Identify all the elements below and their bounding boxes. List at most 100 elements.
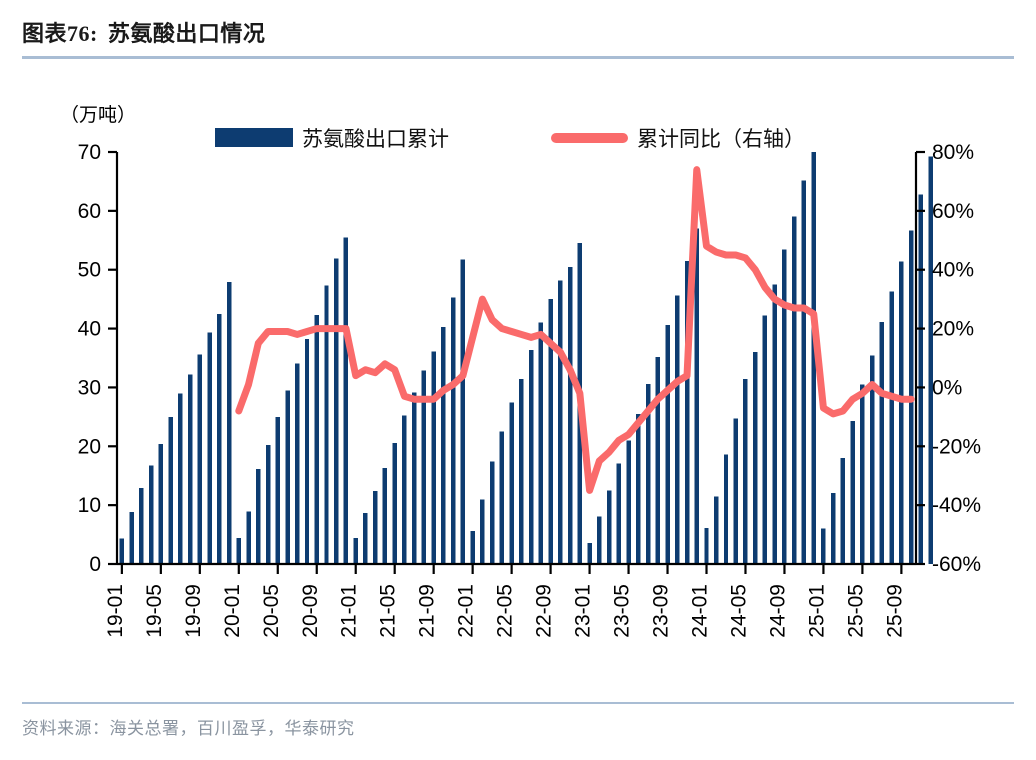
bar-25-08 — [889, 291, 894, 564]
bar-19-03 — [139, 488, 144, 564]
bar-23-11 — [684, 260, 690, 564]
x-axis-tick-20-09: 20-09 — [299, 584, 322, 638]
bar-20-08 — [304, 339, 310, 564]
bar-21-08 — [421, 370, 427, 564]
bar-25-04 — [850, 420, 855, 564]
bar-24-04 — [733, 418, 738, 564]
bar-19-08 — [187, 374, 193, 564]
right-axis-tick-0%: 0% — [932, 376, 962, 399]
bar-23-02 — [597, 516, 602, 564]
header-divider — [22, 56, 1014, 59]
bar-25-06 — [869, 355, 875, 564]
x-axis-tick-22-01: 22-01 — [455, 584, 478, 638]
bar-21-07 — [411, 392, 417, 564]
left-axis-labels: 0 10 20 30 40 50 60 70 — [78, 141, 101, 576]
bar-19-04 — [148, 465, 154, 564]
bar-25-09 — [899, 261, 904, 564]
x-axis-tick-21-05: 21-05 — [377, 584, 400, 638]
right-axis-tick--20%: -20% — [932, 435, 981, 458]
chart-container: （万吨） 苏氨酸出口累计 累计同比（右轴） 0 10 20 30 40 50 60 70 -6… — [0, 76, 1036, 686]
bar-21-10 — [441, 326, 446, 564]
x-axis-tick-19-09: 19-09 — [182, 584, 205, 638]
bar-19-12 — [226, 282, 232, 564]
bar-21-02 — [363, 512, 368, 564]
page-title: 图表76: 苏氨酸出口情况 — [22, 16, 1014, 48]
bar-20-01 — [236, 538, 242, 564]
bar-24-06 — [752, 352, 758, 564]
bar-22-01 — [470, 531, 475, 564]
bar-22-02 — [480, 499, 485, 564]
bar-22-07 — [528, 349, 534, 564]
bar-25-07 — [879, 322, 885, 564]
bar-25-03 — [840, 458, 846, 564]
bar-21-04 — [382, 468, 388, 564]
left-axis-unit-label: （万吨） — [60, 104, 136, 126]
x-axis-tick-23-05: 23-05 — [611, 584, 634, 638]
x-axis-tick-23-09: 23-09 — [650, 584, 673, 638]
bar-24-01 — [704, 528, 709, 564]
bar-23-06 — [636, 413, 641, 564]
left-axis-tick-10: 10 — [78, 494, 101, 517]
bar-23-12 — [694, 228, 699, 564]
bar-undefined — [928, 156, 933, 564]
bar-20-10 — [324, 285, 329, 564]
bar-24-10 — [791, 216, 797, 565]
x-axis-tick-20-01: 20-01 — [221, 584, 244, 638]
bar-19-06 — [168, 416, 173, 564]
bar-20-04 — [265, 445, 271, 564]
figure-title-text: 苏氨酸出口情况 — [107, 21, 266, 46]
x-axis-tick-21-09: 21-09 — [416, 584, 439, 638]
bar-19-11 — [217, 313, 222, 564]
bar-25-02 — [830, 492, 836, 564]
bar-22-03 — [489, 461, 495, 564]
yoy-line-series — [235, 166, 915, 494]
right-axis-labels: -60% -40% -20% 0% 20% 40% 60% 80% — [932, 141, 981, 576]
bar-24-11 — [801, 180, 807, 564]
bar-20-09 — [314, 315, 319, 564]
left-axis-tick-50: 50 — [78, 259, 101, 282]
legend-swatch-line — [551, 133, 628, 143]
bar-20-07 — [295, 363, 300, 564]
bar-25-01 — [821, 528, 826, 564]
right-axis-tick-20%: 20% — [932, 318, 974, 341]
bar-20-12 — [343, 237, 349, 564]
footer-divider — [22, 702, 1014, 704]
bar-21-09 — [431, 351, 436, 564]
bar-24-03 — [723, 454, 729, 564]
bar-24-07 — [762, 315, 768, 564]
bar-20-06 — [285, 390, 290, 564]
x-axis-labels: 19-01 19-05 19-09 20-01 20-05 20-09 21-01 21-05… — [104, 584, 907, 638]
bar-22-09 — [548, 299, 553, 564]
x-axis-tick-25-09: 25-09 — [883, 584, 906, 638]
bar-21-05 — [392, 442, 397, 564]
bar-20-03 — [256, 469, 261, 564]
bar-22-05 — [509, 402, 514, 564]
bar-22-08 — [538, 322, 544, 564]
bar-21-11 — [450, 297, 456, 564]
left-axis-tick-70: 70 — [78, 141, 101, 164]
x-axis-tick-22-05: 22-05 — [494, 584, 517, 638]
left-axis-tick-60: 60 — [78, 200, 101, 223]
bar-20-05 — [275, 416, 281, 564]
bar-19-01 — [119, 538, 125, 564]
x-axis-tick-20-05: 20-05 — [260, 584, 283, 638]
bar-20-11 — [334, 258, 339, 564]
figure-footer: 资料来源：海关总署，百川盈孚，华泰研究 — [22, 702, 1014, 739]
bar-19-09 — [197, 354, 203, 564]
bar-23-01 — [587, 542, 592, 564]
legend-swatch-bar — [215, 128, 293, 147]
bar-24-05 — [743, 379, 748, 564]
bar-21-12 — [460, 259, 466, 564]
combo-chart: （万吨） 苏氨酸出口累计 累计同比（右轴） 0 10 20 30 40 50 60 70 -6… — [60, 104, 981, 638]
x-axis-tick-22-09: 22-09 — [533, 584, 556, 638]
x-axis-tick-25-05: 25-05 — [844, 584, 867, 638]
right-axis-tick--40%: -40% — [932, 494, 981, 517]
x-axis-tick-24-09: 24-09 — [766, 584, 789, 638]
x-axis-tick-24-05: 24-05 — [727, 584, 750, 638]
bar-23-09 — [665, 325, 670, 564]
bar-19-05 — [158, 443, 164, 564]
legend-label-bar: 苏氨酸出口累计 — [302, 127, 449, 151]
bar-23-10 — [675, 295, 680, 564]
bar-22-04 — [499, 431, 505, 564]
right-axis-tick--60%: -60% — [932, 553, 981, 576]
